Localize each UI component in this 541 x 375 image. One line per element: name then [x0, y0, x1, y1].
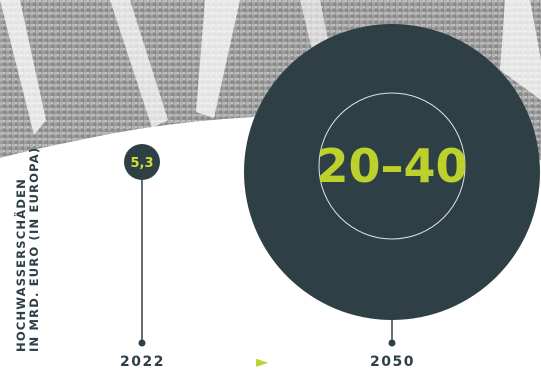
arrow-icon: ► — [256, 352, 269, 371]
axis-dot-2022 — [138, 339, 146, 347]
bubble-2050-value: 20–40 — [316, 139, 467, 193]
year-label-2022: 2022 — [120, 354, 165, 370]
bubble-2050-inner-ring — [318, 92, 466, 240]
y-axis-label-line-2: IN MRD. EURO (IN EUROPA) — [27, 146, 41, 352]
bubble-2050 — [244, 24, 540, 320]
axis-dot-2050 — [388, 339, 396, 347]
bubble-2022 — [124, 144, 160, 180]
year-label-2050: 2050 — [370, 354, 415, 370]
y-axis-label: HOCHWASSERSCHÄDEN IN MRD. EURO (IN EUROP… — [14, 146, 41, 352]
bubble-2022-value: 5,3 — [130, 156, 153, 171]
